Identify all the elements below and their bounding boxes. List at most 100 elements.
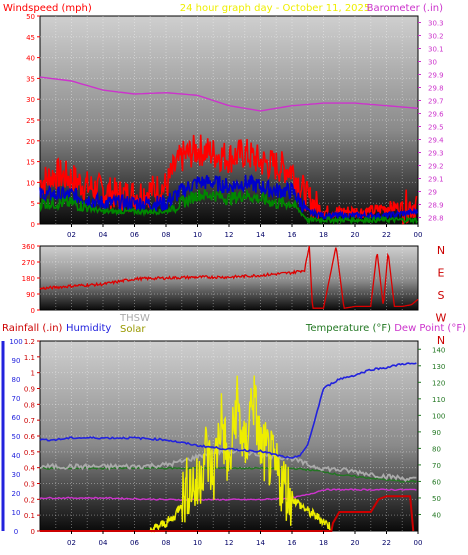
rain-tick-label: 0.5 [24,449,35,457]
rain-x-label: 04 [99,539,108,547]
temp-tick-label: 100 [432,412,445,420]
baro-tick-label: 28.9 [428,202,444,210]
direction-series [39,245,419,309]
wind-x-label: 12 [225,231,234,239]
temp-tick-label: 110 [432,396,445,404]
rain-x-label: 16 [288,539,297,547]
dir-tick-label: 360 [22,243,35,251]
wind-x-label: 10 [193,231,202,239]
wind-x-label: 14 [256,231,265,239]
humidity-tick-label: 70 [12,395,21,403]
humidity-tick-label: 10 [12,509,21,517]
baro-tick-label: 29.2 [428,163,444,171]
rain-tick-label: 0.4 [24,465,36,473]
wind-tick-label: 15 [26,159,35,167]
thsw-axis-title: THSW [119,313,150,324]
baro-axis-title: Barometer (.in) [367,3,443,14]
humidity-tick-label: 80 [12,376,21,384]
rain-plot-area [39,340,419,532]
temp-tick-label: 70 [432,462,441,470]
rain-x-label: 14 [256,539,265,547]
baro-tick-label: 29.6 [428,111,444,119]
baro-tick-label: 29.7 [428,98,444,106]
humidity-tick-label: 100 [9,338,22,346]
rain-x-label: 12 [225,539,234,547]
dir-compass-label: N [437,244,445,257]
humidity-tick-label: 20 [12,490,21,498]
dir-tick-label: 90 [26,291,35,299]
temp-tick-label: 90 [432,429,441,437]
solar-axis-title: Solar [120,324,146,335]
baro-tick-label: 28.8 [428,215,444,223]
dir-compass-label: S [438,289,445,302]
baro-tick-label: 30.3 [428,20,444,28]
dir-tick-label: 180 [22,275,35,283]
wind-tick-label: 45 [26,34,35,42]
rain-tick-label: 0.3 [24,481,35,489]
wind-tick-label: 0 [31,221,35,229]
rain-tick-label: 0.9 [24,386,35,394]
rain-tick-label: 0.6 [24,433,36,441]
rain-tick-label: 0 [31,528,35,536]
wind-series-gust [39,134,418,225]
wind-series-avg [39,173,418,222]
rain-tick-label: 1.1 [24,354,35,362]
wind-x-label: 20 [351,231,360,239]
wind-x-label: 00 [414,231,423,239]
wind-tick-label: 50 [26,13,35,21]
temp-tick-label: 80 [432,445,441,453]
humidity-series [39,362,417,459]
wind-x-label: 06 [130,231,139,239]
humidity-tick-label: 50 [12,433,21,441]
rain-tick-label: 0.8 [24,401,35,409]
rain-x-label: 02 [67,539,76,547]
dir-tick-label: 0 [31,307,35,315]
baro-tick-label: 29.5 [428,124,444,132]
humidity-tick-label: 40 [12,452,21,460]
wind-tick-label: 10 [26,179,35,187]
baro-tick-label: 29.3 [428,150,444,158]
rain-x-label: 20 [351,539,360,547]
rain-tick-label: 0.7 [24,417,35,425]
dir-compass-label: W [436,312,447,325]
temp-tick-label: 130 [432,363,445,371]
wind-x-label: 08 [162,231,171,239]
wind-tick-label: 35 [26,75,35,83]
wind-tick-label: 40 [26,55,35,63]
solar-series [149,375,332,534]
temp-tick-label: 50 [432,495,441,503]
graph-title: 24 hour graph day - October 11, 2025 [180,3,371,14]
rain-x-label: 08 [162,539,171,547]
rain-tick-label: 0.2 [24,496,35,504]
wind-x-label: 04 [99,231,108,239]
dewpoint-series [39,488,417,502]
baro-tick-label: 29.1 [428,176,444,184]
humidity-tick-label: 90 [12,357,21,365]
baro-tick-label: 29.8 [428,85,444,93]
humidity-axis-title: Humidity [66,323,111,334]
wind-tick-label: 20 [26,138,35,146]
dir-compass-label: E [438,267,445,280]
humidity-tick-label: 60 [12,414,21,422]
baro-tick-label: 30 [428,59,437,67]
rain-x-label: 22 [382,539,391,547]
temperature-axis-title: Temperature (°F) [305,323,391,334]
baro-tick-label: 30.1 [428,46,444,54]
baro-tick-label: 30.2 [428,33,444,41]
humidity-tick-label: 0 [14,528,18,536]
wind-tick-label: 5 [31,200,35,208]
temp-tick-label: 120 [432,379,445,387]
wind-axis-title: Windspeed (mph) [3,3,92,14]
temp-tick-label: 140 [432,346,445,354]
wind-x-label: 18 [319,231,328,239]
wind-tick-label: 25 [26,117,35,125]
temp-tick-label: 60 [432,478,441,486]
rain-x-label: 10 [193,539,202,547]
rain-x-label: 00 [414,539,423,547]
rain-x-label: 06 [130,539,139,547]
rain-tick-label: 1 [31,370,35,378]
dir-compass-label: N [437,334,445,347]
temp-tick-label: 40 [432,511,441,519]
baro-tick-label: 29.4 [428,137,444,145]
